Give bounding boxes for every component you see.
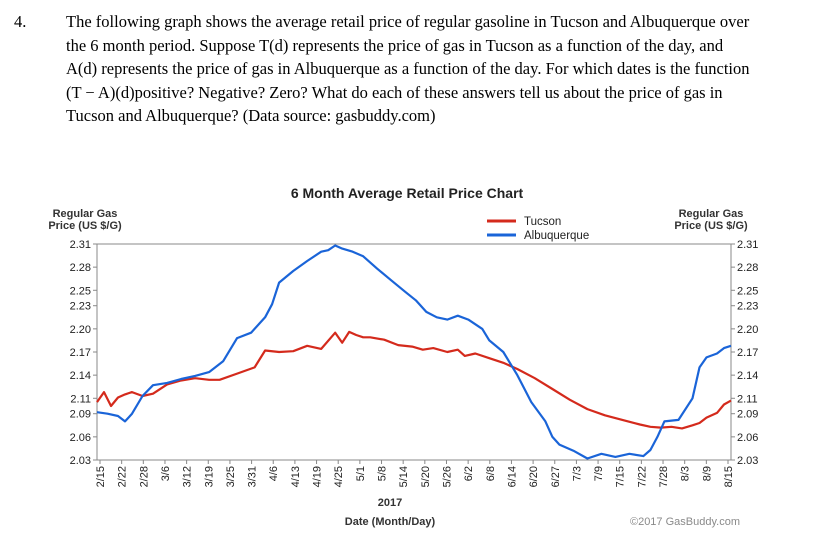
x-tick-label: 2/15 bbox=[95, 466, 107, 487]
x-tick-label: 6/2 bbox=[463, 466, 475, 481]
series-line-albuquerque bbox=[96, 244, 732, 460]
x-tick-label: 8/15 bbox=[723, 466, 735, 487]
y-tick-label-left: 2.11 bbox=[70, 393, 91, 405]
axes: 2.31 2.31 2.28 2.28 2.25 2.25 2.23 2.23 2.20 2.20… bbox=[70, 239, 759, 487]
x-axis-year: 2017 bbox=[378, 497, 402, 509]
y-axis-label-left-line1: Regular Gas bbox=[53, 208, 118, 220]
y-tick-label-right: 2.09 bbox=[737, 409, 758, 421]
y-tick-label-left: 2.06 bbox=[70, 432, 91, 444]
series-line-tucson bbox=[96, 330, 732, 430]
x-tick-label: 4/25 bbox=[333, 466, 345, 487]
x-tick-label: 6/8 bbox=[485, 466, 497, 481]
y-tick-label-left: 2.09 bbox=[70, 409, 91, 421]
x-tick-label: 3/12 bbox=[182, 466, 194, 487]
y-tick-label-right: 2.23 bbox=[737, 301, 758, 313]
x-tick-label: 4/13 bbox=[290, 466, 302, 487]
y-tick-label-right: 2.28 bbox=[737, 262, 758, 274]
x-tick-label: 3/6 bbox=[160, 466, 172, 481]
x-tick-label: 6/20 bbox=[528, 466, 540, 487]
problem-line: The following graph shows the average re… bbox=[66, 12, 750, 31]
x-tick-label: 7/22 bbox=[636, 466, 648, 487]
y-tick-label-right: 2.06 bbox=[737, 432, 758, 444]
y-tick-label-left: 2.03 bbox=[70, 455, 91, 467]
y-tick-label-left: 2.20 bbox=[70, 324, 91, 336]
y-tick-label-right: 2.25 bbox=[737, 285, 758, 297]
x-tick-label: 5/26 bbox=[441, 466, 453, 487]
problem-line: the 6 month period. Suppose T(d) represe… bbox=[66, 35, 724, 55]
y-tick-label-right: 2.17 bbox=[737, 347, 758, 359]
x-tick-label: 3/31 bbox=[247, 466, 259, 487]
y-tick-label-left: 2.25 bbox=[70, 285, 91, 297]
y-tick-label-left: 2.31 bbox=[70, 239, 91, 251]
y-axis-label-right-line2: Price (US $/G) bbox=[674, 220, 748, 232]
x-tick-label: 5/1 bbox=[355, 466, 367, 481]
y-tick-label-left: 2.28 bbox=[70, 262, 91, 274]
problem-number: 4. bbox=[14, 12, 27, 31]
y-tick-label-left: 2.14 bbox=[70, 370, 91, 382]
x-tick-label: 3/19 bbox=[203, 466, 215, 487]
y-axis-label-right-line1: Regular Gas bbox=[679, 208, 744, 220]
x-tick-label: 4/19 bbox=[312, 466, 324, 487]
x-tick-label: 8/3 bbox=[680, 466, 692, 481]
y-tick-label-right: 2.14 bbox=[737, 370, 758, 382]
series bbox=[96, 244, 732, 460]
x-axis-label: Date (Month/Day) bbox=[345, 516, 436, 528]
x-tick-label: 8/9 bbox=[701, 466, 713, 481]
y-axis-label-left-line2: Price (US $/G) bbox=[48, 220, 122, 232]
y-tick-label-right: 2.20 bbox=[737, 324, 758, 336]
credit: ©2017 GasBuddy.com bbox=[630, 516, 740, 528]
price-chart: 6 Month Average Retail Price Chart Regul… bbox=[48, 185, 759, 528]
plot-frame bbox=[96, 243, 732, 461]
x-tick-label: 7/3 bbox=[571, 466, 583, 481]
x-tick-label: 6/14 bbox=[506, 466, 518, 487]
x-tick-label: 2/22 bbox=[117, 466, 129, 487]
y-tick-label-right: 2.11 bbox=[737, 393, 758, 405]
x-tick-label: 7/28 bbox=[658, 466, 670, 487]
x-tick-label: 5/14 bbox=[398, 466, 410, 487]
x-tick-label: 7/9 bbox=[593, 466, 605, 481]
problem-line: Tucson and Albuquerque? (Data source: ga… bbox=[66, 106, 436, 125]
x-tick-label: 5/8 bbox=[377, 466, 389, 481]
x-tick-label: 6/27 bbox=[550, 466, 562, 487]
problem-line: A(d) represents the price of gas in Albu… bbox=[66, 59, 750, 78]
x-tick-label: 5/20 bbox=[420, 466, 432, 487]
x-tick-label: 3/25 bbox=[225, 466, 237, 487]
legend-label-tucson: Tucson bbox=[524, 216, 561, 228]
x-tick-label: 7/15 bbox=[615, 466, 627, 487]
problem-line: (T − A)(d)positive? Negative? Zero? What… bbox=[66, 82, 723, 102]
y-tick-label-left: 2.17 bbox=[70, 347, 91, 359]
problem-body: The following graph shows the average re… bbox=[66, 10, 806, 128]
chart-title: 6 Month Average Retail Price Chart bbox=[291, 185, 524, 201]
y-tick-label-right: 2.03 bbox=[737, 455, 758, 467]
legend-label-albuquerque: Albuquerque bbox=[524, 230, 589, 242]
x-tick-label: 4/6 bbox=[268, 466, 280, 481]
y-tick-label-left: 2.23 bbox=[70, 301, 91, 313]
x-tick-label: 2/28 bbox=[138, 466, 150, 487]
y-tick-label-right: 2.31 bbox=[737, 239, 758, 251]
legend: Tucson Albuquerque bbox=[487, 216, 589, 242]
